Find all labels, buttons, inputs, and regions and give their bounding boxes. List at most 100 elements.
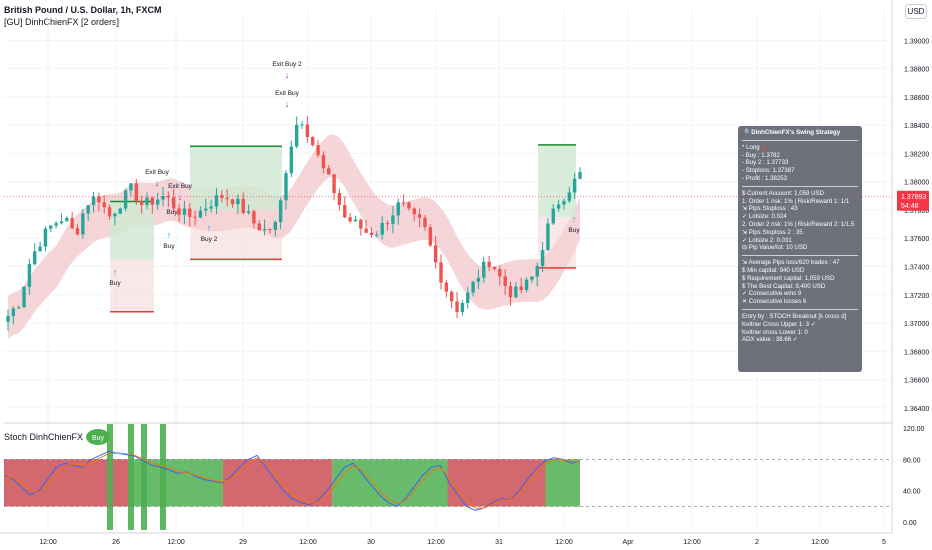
strategy-label[interactable]: [GU] DinhChienFX [2 orders] (4, 17, 120, 27)
buy-label: Buy (109, 280, 121, 287)
candle-body (145, 197, 149, 205)
info-panel-line: $ Requirement capital: 1,059 USD (742, 274, 835, 282)
candle-body (476, 277, 481, 282)
candle-body (49, 225, 53, 229)
info-panel-line: ✓ Consecutive wins 9 (742, 290, 802, 298)
x-tick-label: 30 (367, 539, 375, 546)
candle-body (337, 193, 342, 206)
candle-body (22, 286, 26, 308)
info-panel-line: ⊟ Pip Value/lot: 10 USD (742, 244, 808, 252)
keltner-band-area (8, 134, 580, 339)
candle-body (118, 208, 122, 214)
info-panel-line: - Stoploss: 1.37387 (742, 167, 795, 175)
info-panel-line: - Buy 2 : 1.37733 (742, 159, 789, 167)
stop-loss-zone (538, 217, 576, 268)
candle-body (166, 195, 171, 198)
stoch-zone-green (545, 459, 580, 507)
candle-body (375, 234, 379, 236)
candle-body (578, 172, 582, 179)
stoch-tick-label: 80.00 (903, 457, 921, 464)
x-tick-label: 2 (755, 539, 759, 546)
candle-body (540, 250, 545, 267)
x-tick-label: Apr (623, 539, 635, 546)
candle-body (321, 155, 326, 169)
x-tick-label: 31 (495, 539, 503, 546)
x-tick-label: 29 (239, 539, 247, 546)
candle-body (380, 222, 384, 235)
info-panel-line: ✓ Lotsize: 0.024 (742, 213, 787, 221)
x-tick-label: 12:00 (299, 539, 317, 546)
candle-body (236, 198, 240, 205)
y-tick-label: 1.38000 (904, 180, 929, 187)
x-tick-label: 12:00 (167, 539, 185, 546)
info-panel-line: $ Current Account: 1,059 USD (742, 189, 824, 197)
info-panel-line: * Long 🔺 (742, 143, 769, 151)
candle-body (129, 183, 133, 191)
info-panel-line: ⇲ Pips Stoploss : 43 (742, 205, 798, 213)
buy-label: Buy (163, 243, 175, 250)
candle-body (220, 195, 224, 198)
candle-body (455, 301, 459, 312)
candle-body (305, 124, 310, 138)
candle-body (230, 199, 235, 205)
candle-body (289, 146, 294, 174)
candle-body (423, 217, 427, 228)
buy-label: Buy (166, 209, 178, 216)
candle-body (487, 261, 491, 268)
candle-body (327, 168, 331, 175)
exit-arrow-icon: ↓ (285, 99, 290, 109)
candle-body (391, 215, 395, 224)
candle-body (412, 208, 416, 215)
info-panel-line: 2. Order 2 risk: 1% | Risk/Reward 2: 1/1… (742, 220, 855, 228)
x-tick-label: 5 (882, 539, 886, 546)
buy-arrow-icon: ↑ (572, 214, 577, 224)
candle-body (75, 228, 80, 235)
exit-label: Exit Buy (168, 183, 193, 190)
candle-body (332, 174, 336, 194)
info-panel-line: - Profit : 1.38253 (742, 174, 788, 182)
info-panel-line: ⇲ Pips Stoploss 2 : 35 (742, 228, 803, 236)
stoch-pane-title[interactable]: Stoch DinhChienFX (4, 432, 84, 442)
candle-body (508, 285, 513, 298)
candle-body (284, 173, 288, 201)
candle-body (198, 210, 203, 218)
signal-bar (160, 424, 166, 530)
keltner-band (8, 134, 580, 339)
x-tick-label: 12:00 (683, 539, 701, 546)
exit-label: Exit Buy (145, 169, 170, 176)
signal-bar (128, 424, 134, 530)
candle-body (311, 137, 315, 146)
countdown-text: 54:48 (901, 203, 919, 210)
currency-badge[interactable]: USD (905, 4, 927, 19)
candle-body (492, 267, 497, 270)
candle-body (38, 246, 42, 252)
candle-body (54, 223, 58, 226)
candle-body (172, 197, 176, 209)
info-panel-title: 🔎 DinhChienFX's Swing Strategy (742, 129, 841, 136)
candle-body (262, 228, 267, 231)
candle-body (524, 279, 529, 290)
info-panel-line: Keltner cross Lower 1: 0 (742, 328, 808, 336)
candle-body (16, 307, 21, 309)
candle-body (86, 205, 90, 214)
candle-body (209, 206, 213, 209)
candle-body (460, 302, 465, 312)
info-panel-divider (742, 255, 858, 257)
candle-body (65, 217, 69, 222)
candle-body (439, 262, 443, 283)
trade-markers: ↑ Buy ↑ Buy ↑ Buy 2 ↑ Buy ↑ Buy Exit Buy ↓ Exit Buy ↓… (109, 61, 580, 287)
take-profit-zone (110, 201, 154, 260)
candle-body (70, 217, 74, 229)
info-panel-line: ✓ Lotsize 2: 0.031 (742, 236, 792, 244)
buy-signal-bubble (86, 429, 110, 445)
candle-body (6, 316, 10, 322)
candle-body (433, 245, 438, 263)
buy-arrow-icon: ↑ (207, 223, 212, 233)
stoch-pane: Buy (3, 424, 892, 530)
x-tick-label: 12:00 (427, 539, 445, 546)
exit-arrow-icon: ↓ (178, 192, 183, 202)
stoch-zone-red (447, 459, 546, 507)
candle-body (407, 202, 411, 209)
